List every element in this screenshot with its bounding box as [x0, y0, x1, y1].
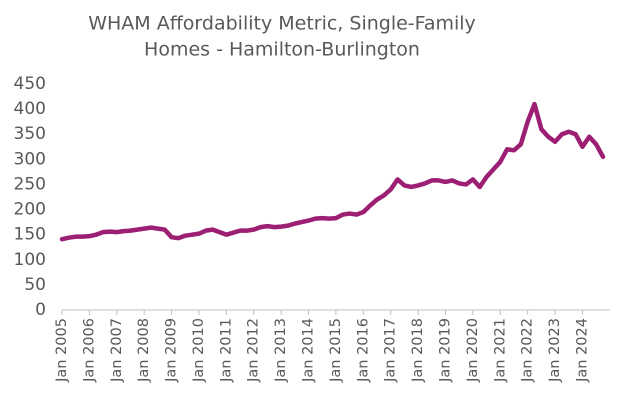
x-tick-label: Jan 2021: [492, 318, 508, 383]
x-tick-label: Jan 2014: [301, 318, 317, 383]
x-tick-label: Jan 2008: [136, 318, 152, 383]
x-tick-label: Jan 2010: [191, 318, 207, 383]
x-tick-label: Jan 2015: [328, 318, 344, 383]
y-tick-label: 300: [14, 149, 46, 169]
y-tick-label: 350: [14, 124, 46, 144]
y-tick-label: 150: [14, 225, 46, 245]
y-tick-label: 0: [35, 300, 46, 320]
line: [59, 101, 606, 242]
chart-title: Homes - Hamilton-Burlington: [144, 39, 420, 61]
x-tick-label: Jan 2012: [246, 318, 262, 383]
y-tick-label: 250: [14, 174, 46, 194]
x-tick-label: Jan 2024: [574, 318, 590, 383]
x-tick-label: Jan 2011: [218, 318, 234, 383]
x-tick-label: Jan 2017: [383, 318, 399, 383]
x-tick-label: Jan 2023: [547, 318, 563, 383]
x-tick-label: Jan 2006: [81, 318, 97, 383]
x-tick-label: Jan 2007: [109, 318, 125, 383]
y-tick-label: 100: [14, 250, 46, 270]
y-tick-label: 50: [24, 275, 46, 295]
x-tick-label: Jan 2022: [520, 318, 536, 383]
y-tick-label: 200: [14, 200, 46, 220]
chart-title: WHAM Affordability Metric, Single-Family: [88, 13, 476, 35]
y-tick-label: 450: [14, 74, 46, 94]
x-tick-label: Jan 2020: [465, 318, 481, 383]
y-tick-label: 400: [14, 99, 46, 119]
x-tick-label: Jan 2005: [54, 318, 70, 383]
x-tick-label: Jan 2019: [437, 318, 453, 383]
x-tick-label: Jan 2018: [410, 318, 426, 383]
x-tick-label: Jan 2013: [273, 318, 289, 383]
x-tick-label: Jan 2009: [164, 318, 180, 383]
x-tick-label: Jan 2016: [355, 318, 371, 383]
